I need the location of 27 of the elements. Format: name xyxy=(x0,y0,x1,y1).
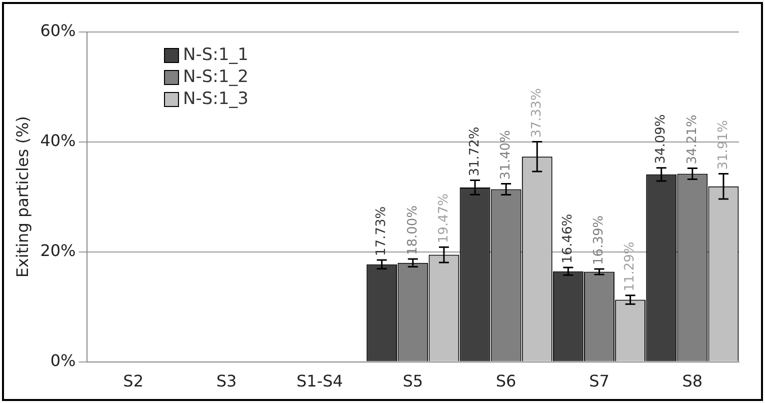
data-label: 31.40% xyxy=(498,130,514,180)
x-tick-label: S3 xyxy=(216,372,237,391)
data-label: 17.73% xyxy=(374,206,390,256)
legend-label: N-S:1_2 xyxy=(183,66,249,88)
data-label: 16.39% xyxy=(592,215,607,265)
data-label: 11.29% xyxy=(622,242,638,292)
y-tick-label: 0% xyxy=(50,350,76,370)
legend-label: N-S:1_1 xyxy=(183,44,249,66)
x-tick-label: S2 xyxy=(123,372,144,391)
x-tick-label: S8 xyxy=(682,372,703,391)
y-tick-label: 40% xyxy=(40,131,76,150)
x-tick-label: S6 xyxy=(496,372,516,391)
y-tick-label: 20% xyxy=(40,241,76,260)
data-label: 37.33% xyxy=(529,88,544,138)
x-tick-label: S7 xyxy=(589,372,610,391)
y-tick-label: 60% xyxy=(40,21,76,40)
legend-label: N-S:1_3 xyxy=(183,88,249,110)
x-tick-label: S5 xyxy=(402,372,424,391)
data-label: 34.21% xyxy=(684,114,700,164)
data-label: 31.91% xyxy=(716,120,731,170)
data-label: 16.46% xyxy=(560,214,576,264)
y-axis-title: Exiting particles (%) xyxy=(12,116,32,278)
x-tick-label: S1-S4 xyxy=(296,372,343,391)
data-label: 31.72% xyxy=(467,126,482,176)
data-label: 18.00% xyxy=(405,205,420,256)
data-label: 19.47% xyxy=(436,194,452,244)
data-label: 34.09% xyxy=(654,114,669,164)
